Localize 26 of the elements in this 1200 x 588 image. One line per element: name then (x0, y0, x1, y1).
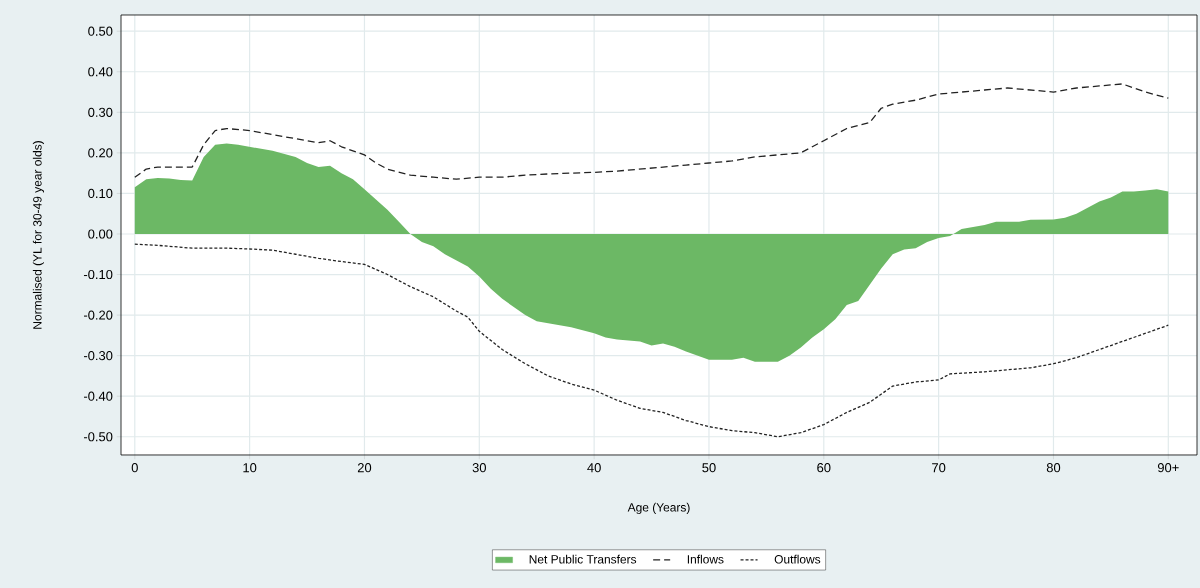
x-tick-label: 10 (243, 463, 257, 473)
y-axis-title: Normalised (YL for 30-49 year olds) (32, 141, 44, 329)
x-tick-label: 0 (131, 463, 138, 473)
x-tick-label: 80 (1046, 463, 1061, 473)
y-tick-label: 0.50 (88, 26, 113, 36)
y-tick-label: 0.40 (88, 67, 113, 77)
y-tick-label: -0.30 (83, 351, 113, 361)
legend-label: Net Public Transfers (529, 554, 637, 564)
x-tick-label: 60 (817, 463, 831, 473)
x-tick-label: 40 (587, 463, 601, 473)
y-tick-label: 0.20 (88, 148, 113, 158)
y-tick-label: -0.10 (83, 269, 113, 280)
y-tick-label: -0.50 (83, 432, 113, 442)
legend-label: Inflows (687, 554, 724, 564)
x-tick-label: 90+ (1157, 463, 1179, 473)
x-tick-label: 70 (932, 463, 946, 473)
legend-label: Outflows (774, 554, 821, 564)
y-tick-label: -0.20 (83, 310, 113, 320)
x-tick-label: 20 (357, 463, 372, 473)
y-tick-label: -0.40 (83, 391, 113, 401)
y-tick-label: 0.30 (88, 107, 113, 117)
y-tick-label: 0.10 (88, 188, 113, 199)
x-tick-label: 30 (472, 463, 486, 473)
x-axis-title: Age (Years) (627, 502, 690, 514)
x-tick-label: 50 (702, 463, 716, 473)
y-tick-label: 0.00 (88, 229, 113, 239)
